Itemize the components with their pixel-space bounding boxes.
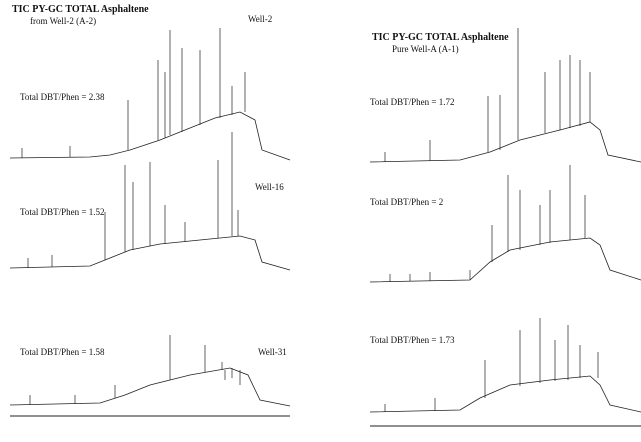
trace-label: Total DBT/Phen = 2 bbox=[370, 197, 443, 207]
trace bbox=[369, 121, 641, 163]
panel-title: TIC PY-GC TOTAL Asphaltene bbox=[12, 4, 149, 15]
well-label: Well-16 bbox=[255, 182, 284, 192]
peaks bbox=[389, 165, 586, 282]
trace bbox=[9, 235, 291, 271]
trace-label: Total DBT/Phen = 2.38 bbox=[20, 92, 105, 102]
trace-label: Total DBT/Phen = 1.58 bbox=[20, 347, 105, 357]
peaks bbox=[21, 28, 246, 158]
well-label: Well-31 bbox=[258, 347, 287, 357]
trace bbox=[369, 237, 641, 283]
trace-label: Total DBT/Phen = 1.52 bbox=[20, 207, 104, 217]
trace bbox=[369, 375, 641, 413]
peaks bbox=[384, 318, 599, 412]
peaks bbox=[384, 28, 591, 162]
panel-title: TIC PY-GC TOTAL Asphaltene bbox=[372, 32, 509, 43]
right-panel: TIC PY-GC TOTAL Asphaltene Pure Well-A (… bbox=[369, 28, 641, 427]
trace bbox=[9, 111, 291, 161]
peaks bbox=[29, 335, 241, 405]
left-panel: TIC PY-GC TOTAL Asphaltene from Well-2 (… bbox=[9, 4, 291, 417]
panel-subtitle: from Well-2 (A-2) bbox=[30, 16, 96, 26]
well-label: Well-2 bbox=[248, 14, 272, 24]
peaks bbox=[27, 132, 239, 268]
trace bbox=[9, 367, 291, 407]
panel-subtitle: Pure Well-A (A-1) bbox=[392, 44, 459, 54]
trace-label: Total DBT/Phen = 1.73 bbox=[370, 335, 455, 345]
trace-label: Total DBT/Phen = 1.72 bbox=[370, 97, 454, 107]
